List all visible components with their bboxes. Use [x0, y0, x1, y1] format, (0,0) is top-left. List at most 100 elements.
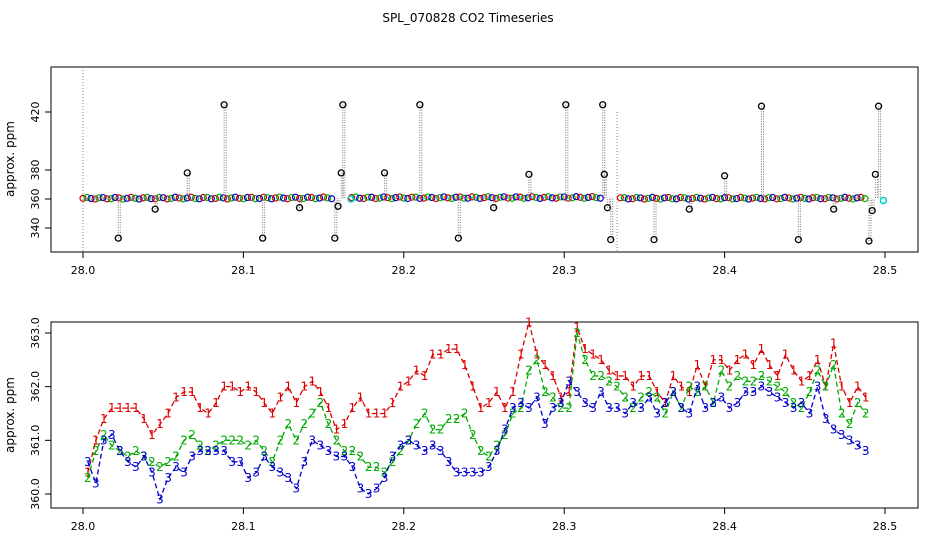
- calibration-low-point: [295, 204, 304, 212]
- series-point-label-2: 2: [541, 385, 549, 399]
- series-point-label-1: 1: [734, 353, 742, 367]
- series-point-label-3: 3: [333, 449, 341, 463]
- data-point: [171, 193, 179, 201]
- series-point-label-2: 2: [661, 406, 669, 420]
- data-point: [432, 194, 440, 203]
- series-point-label-1: 1: [710, 353, 718, 367]
- data-point: [251, 195, 260, 203]
- data-point: [472, 193, 480, 201]
- data-point: [183, 194, 191, 202]
- data-point: [91, 195, 99, 203]
- series-point-label-3: 3: [509, 401, 517, 415]
- series-point-label-3: 3: [661, 396, 669, 410]
- x-tick-label: 28.3: [552, 264, 577, 277]
- data-point: [131, 194, 139, 202]
- series-point-label-2: 2: [124, 449, 132, 463]
- data-point: [769, 193, 777, 202]
- data-point: [384, 194, 392, 202]
- series-point-label-1: 1: [341, 417, 349, 431]
- data-point: [388, 195, 396, 203]
- series-point-label-1: 1: [405, 374, 413, 388]
- series-point-label-2: 2: [525, 364, 533, 378]
- data-point: [448, 194, 456, 203]
- data-point: [644, 194, 653, 202]
- series-point-label-1: 1: [854, 380, 862, 394]
- data-point: [203, 193, 211, 202]
- series-point-label-2: 2: [846, 417, 854, 431]
- data-point: [223, 195, 231, 203]
- data-point: [660, 194, 669, 202]
- data-point: [127, 193, 135, 201]
- data-point: [793, 194, 801, 202]
- series-point-label-1: 1: [413, 364, 421, 378]
- series-point-label-1: 1: [188, 385, 196, 399]
- data-point: [271, 194, 280, 202]
- data-point: [315, 194, 324, 202]
- cyan-point: [879, 196, 888, 205]
- series-point-label-1: 1: [685, 385, 693, 399]
- series-point-label-2: 2: [573, 326, 581, 340]
- calibration-high-point: [562, 101, 570, 109]
- data-point: [813, 193, 821, 202]
- data-point: [299, 194, 308, 203]
- data-point: [580, 194, 588, 202]
- series-point-label-1: 1: [421, 369, 429, 383]
- series-point-label-3: 3: [228, 455, 236, 469]
- series-point-label-1: 1: [798, 374, 806, 388]
- data-point: [163, 195, 171, 203]
- data-point: [123, 194, 131, 202]
- series-point-label-3: 3: [100, 433, 108, 447]
- series-point-label-1: 1: [301, 380, 309, 394]
- calibration-low-point: [830, 205, 838, 213]
- series-point-label-3: 3: [533, 390, 541, 404]
- data-point: [480, 194, 488, 202]
- data-point: [560, 193, 568, 201]
- series-point-label-1: 1: [349, 401, 357, 415]
- series-point-label-2: 2: [493, 439, 501, 453]
- series-point-label-3: 3: [758, 380, 766, 394]
- series-point-label-2: 2: [726, 380, 734, 394]
- data-point: [328, 195, 336, 203]
- series-point-label-2: 2: [533, 353, 541, 367]
- series-point-label-2: 2: [445, 412, 453, 426]
- series-point-label-3: 3: [124, 455, 132, 469]
- data-point: [576, 193, 584, 201]
- calibration-high-point: [525, 170, 533, 179]
- series-point-label-3: 3: [694, 380, 702, 394]
- series-point-label-3: 3: [501, 423, 509, 437]
- series-point-label-3: 3: [108, 428, 116, 442]
- series-point-label-2: 2: [806, 385, 814, 399]
- series-point-label-3: 3: [685, 406, 693, 420]
- series-point-label-2: 2: [790, 396, 798, 410]
- series-point-label-3: 3: [477, 466, 485, 480]
- series-point-label-3: 3: [132, 460, 140, 474]
- data-point: [496, 193, 504, 201]
- series-point-label-2: 2: [156, 460, 164, 474]
- data-point: [668, 195, 677, 203]
- calibration-low-point: [685, 205, 693, 213]
- data-point: [275, 193, 284, 201]
- data-point: [720, 193, 729, 202]
- series-point-label-3: 3: [613, 401, 621, 415]
- series-point-label-3: 3: [742, 385, 750, 399]
- series-point-label-1: 1: [846, 396, 854, 410]
- series-point-label-2: 2: [421, 406, 429, 420]
- calibration-low-point: [603, 204, 612, 212]
- data-point: [773, 195, 781, 203]
- series-point-label-3: 3: [597, 385, 605, 399]
- series-point-label-2: 2: [629, 401, 637, 415]
- data-point: [460, 194, 468, 202]
- series-point-label-1: 1: [84, 466, 92, 480]
- series-point-label-3: 3: [485, 460, 493, 474]
- data-point: [392, 194, 400, 202]
- series-point-label-3: 3: [734, 396, 742, 410]
- series-point-label-2: 2: [116, 444, 124, 458]
- data-point: [368, 193, 376, 201]
- series-point-label-2: 2: [437, 423, 445, 437]
- series-point-label-3: 3: [846, 433, 854, 447]
- series-point-label-2: 2: [581, 353, 589, 367]
- series-point-label-3: 3: [862, 444, 870, 458]
- series-point-label-2: 2: [734, 369, 742, 383]
- data-point: [111, 193, 119, 202]
